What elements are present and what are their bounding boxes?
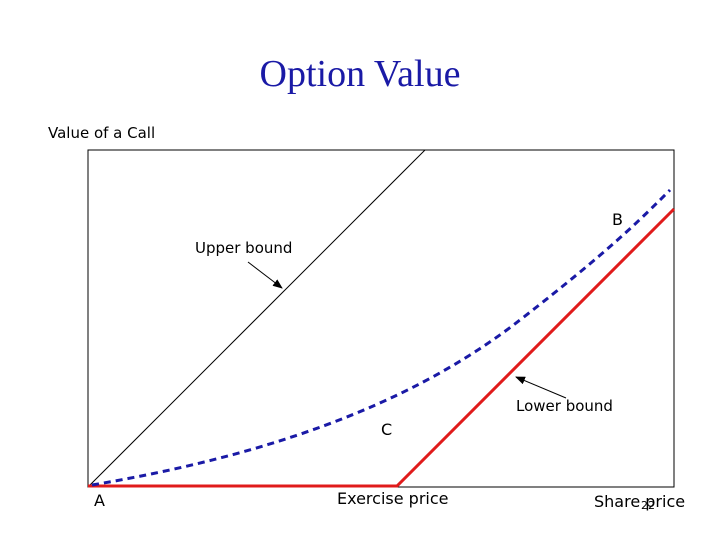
slide-number: 22	[641, 499, 655, 512]
upper-bound-arrow	[247, 261, 283, 289]
lower-bound-arrow	[515, 376, 567, 399]
share-price-label: Share price	[594, 492, 686, 511]
point-a-label: A	[94, 491, 105, 510]
upper-bound-line	[87, 149, 426, 488]
point-b-label: B	[612, 210, 623, 229]
point-c-label: C	[381, 420, 393, 439]
slide-title: Option Value	[259, 53, 461, 95]
lower-bound-label: Lower bound	[516, 397, 613, 415]
exercise-price-label: Exercise price	[337, 489, 449, 508]
lower-bound-line	[88, 207, 676, 488]
upper-bound-label: Upper bound	[195, 239, 293, 257]
option-value-curve	[91, 188, 672, 487]
y-axis-label: Value of a Call	[48, 124, 156, 142]
